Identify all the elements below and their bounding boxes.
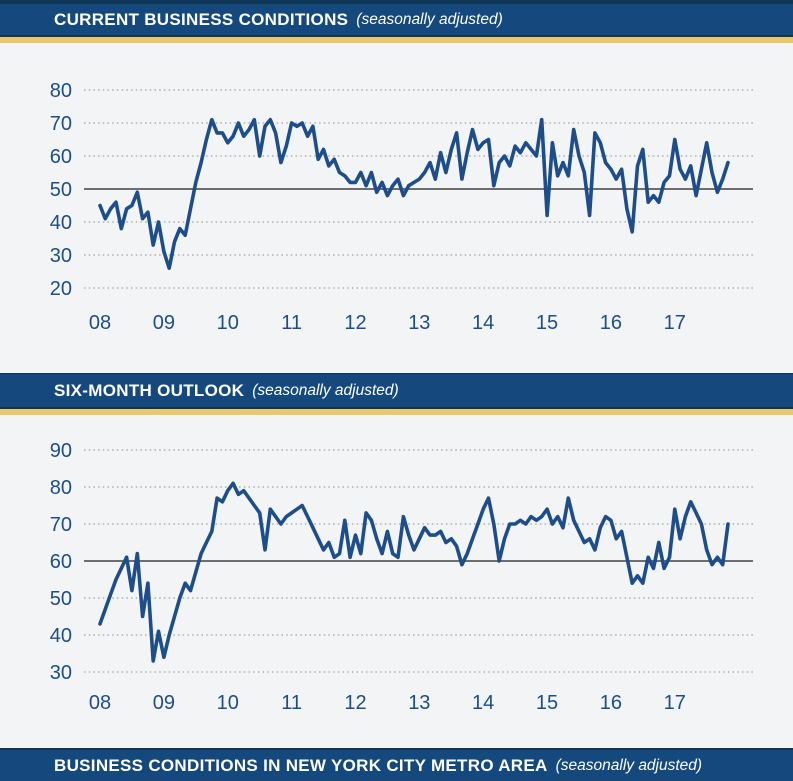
x-axis-tick-label: 14 xyxy=(472,312,494,334)
x-axis-tick-label: 09 xyxy=(153,312,175,334)
x-axis-tick-label: 11 xyxy=(281,692,302,714)
x-axis-tick-label: 16 xyxy=(600,692,622,714)
y-axis-tick-label: 60 xyxy=(50,146,72,168)
x-axis-tick-label: 11 xyxy=(281,312,302,334)
data-series-line xyxy=(98,117,730,271)
y-axis-tick-label: 30 xyxy=(50,245,72,267)
x-axis-tick-label: 15 xyxy=(536,692,558,714)
x-axis-tick-label: 09 xyxy=(153,692,175,714)
x-axis-tick-label: 17 xyxy=(664,312,686,334)
y-axis-tick-label: 50 xyxy=(50,179,72,201)
y-axis-tick-label: 60 xyxy=(50,551,72,573)
y-axis-tick-label: 40 xyxy=(50,625,72,647)
x-axis-tick-label: 15 xyxy=(536,312,558,334)
y-axis-tick-label: 90 xyxy=(50,440,72,462)
x-axis-tick-label: 08 xyxy=(89,692,111,714)
x-axis-tick-label: 17 xyxy=(664,692,686,714)
data-series-line xyxy=(98,481,730,663)
x-axis-tick-label: 13 xyxy=(408,312,430,334)
six-month-outlook-subtitle: (seasonally adjusted) xyxy=(252,381,399,399)
current-conditions-subtitle: (seasonally adjusted) xyxy=(356,10,503,28)
current-conditions-header: CURRENT BUSINESS CONDITIONS (seasonally … xyxy=(0,0,793,37)
y-axis-tick-label: 30 xyxy=(50,662,72,684)
x-axis-tick-label: 10 xyxy=(217,692,239,714)
y-axis-tick-label: 80 xyxy=(50,80,72,102)
x-axis-tick-label: 16 xyxy=(600,312,622,334)
gold-divider-middle xyxy=(0,409,793,415)
x-axis-tick-label: 10 xyxy=(217,312,239,334)
six-month-outlook-header: SIX-MONTH OUTLOOK (seasonally adjusted) xyxy=(0,373,793,409)
y-axis-tick-label: 70 xyxy=(50,113,72,135)
x-axis-tick-label: 08 xyxy=(89,312,111,334)
gold-divider-top xyxy=(0,37,793,43)
footer-subtitle: (seasonally adjusted) xyxy=(555,756,703,774)
y-axis-tick-label: 70 xyxy=(50,514,72,536)
y-axis-tick-label: 20 xyxy=(50,278,72,300)
footer-title: BUSINESS CONDITIONS IN NEW YORK CITY MET… xyxy=(54,755,548,775)
x-axis-tick-label: 13 xyxy=(408,692,430,714)
footer-header: BUSINESS CONDITIONS IN NEW YORK CITY MET… xyxy=(0,748,793,781)
y-axis-tick-label: 80 xyxy=(50,477,72,499)
current-conditions-chart: 80 70 60 50 40 30 20 08 09 10 11 12 13 14 15 16 17 xyxy=(50,80,753,334)
y-axis-tick-label: 50 xyxy=(50,588,72,610)
six-month-outlook-chart: 90 80 70 60 50 40 30 08 09 10 11 12 13 14 15 16 17 xyxy=(50,440,753,714)
x-axis-tick-label: 12 xyxy=(344,312,366,334)
current-conditions-title: CURRENT BUSINESS CONDITIONS xyxy=(54,9,349,29)
six-month-outlook-title: SIX-MONTH OUTLOOK xyxy=(54,380,245,400)
x-axis-tick-label: 12 xyxy=(344,692,366,714)
y-axis-tick-label: 40 xyxy=(50,212,72,234)
x-axis-tick-label: 14 xyxy=(472,692,494,714)
